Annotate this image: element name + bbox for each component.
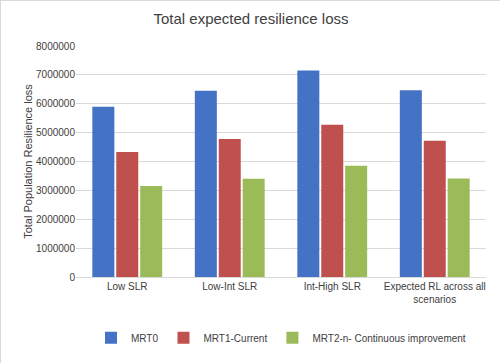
svg-text:Int-High SLR: Int-High SLR — [304, 281, 361, 292]
svg-text:6000000: 6000000 — [36, 98, 75, 109]
svg-text:7000000: 7000000 — [36, 69, 75, 80]
svg-text:8000000: 8000000 — [36, 41, 75, 52]
svg-text:Expected RL across allscenario: Expected RL across allscenarios — [384, 281, 486, 305]
svg-text:Total expected resilience loss: Total expected resilience loss — [153, 10, 348, 27]
svg-text:4000000: 4000000 — [36, 156, 75, 167]
svg-text:Low-Int SLR: Low-Int SLR — [202, 281, 257, 292]
svg-text:2000000: 2000000 — [36, 214, 75, 225]
svg-text:1000000: 1000000 — [36, 243, 75, 254]
svg-text:5000000: 5000000 — [36, 127, 75, 138]
svg-text:3000000: 3000000 — [36, 185, 75, 196]
svg-text:0: 0 — [69, 272, 75, 283]
svg-text:MRT2-n- Continuous improvement: MRT2-n- Continuous improvement — [312, 333, 465, 344]
svg-text:MRT0: MRT0 — [131, 333, 158, 344]
svg-text:MRT1-Current: MRT1-Current — [203, 333, 267, 344]
svg-text:Low SLR: Low SLR — [107, 281, 148, 292]
svg-text:Total Population Resilience lo: Total Population Resilience loss — [22, 84, 34, 239]
